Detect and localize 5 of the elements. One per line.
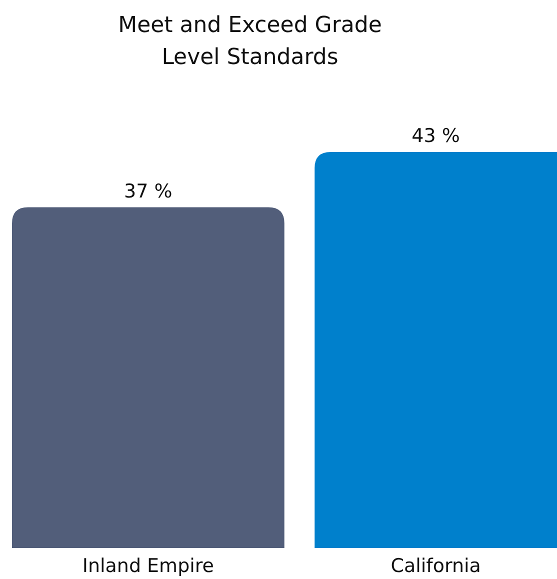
x-tick-label: Inland Empire [82, 555, 214, 577]
chart-title: Meet and Exceed Grade Level Standards [118, 13, 382, 70]
x-tick-label: California [390, 555, 481, 577]
data-label: 37 % [124, 180, 172, 202]
data-label: 43 % [412, 125, 460, 147]
